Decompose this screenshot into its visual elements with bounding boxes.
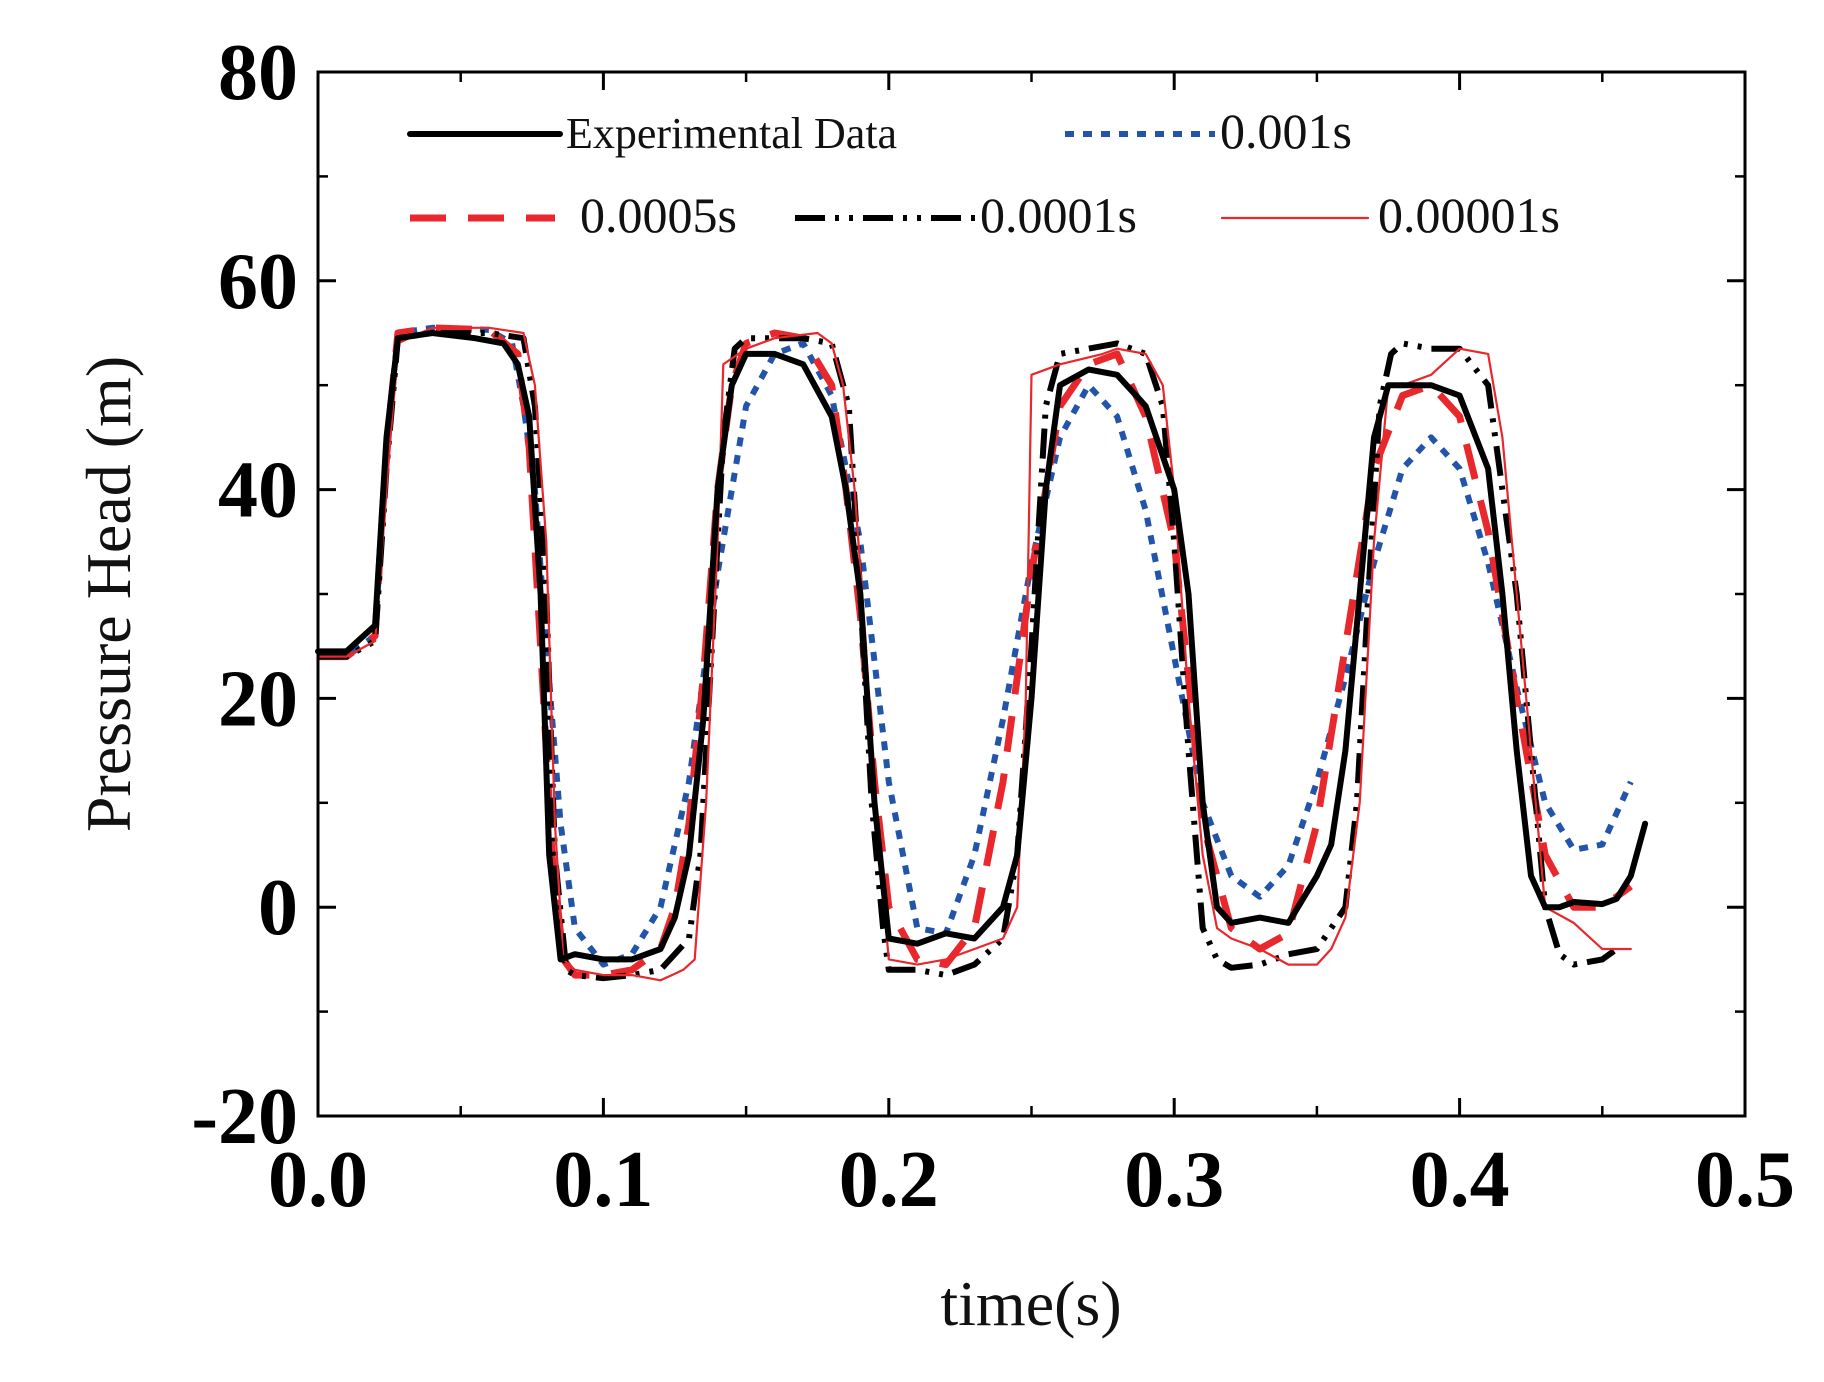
x-axis-label: time(s) — [940, 1268, 1121, 1339]
x-tick-label: 0.3 — [1124, 1136, 1224, 1224]
y-axis-label: Pressure Head (m) — [73, 356, 144, 832]
legend: Experimental Data 0.001s 0.0005s 0.0001s 0.0… — [407, 103, 1560, 243]
legend-label-2: 0.0005s — [580, 187, 737, 243]
y-tick-label: 20 — [218, 655, 298, 743]
x-tick-label: 0.1 — [553, 1136, 653, 1224]
y-tick-label: 60 — [218, 238, 298, 326]
y-tick-label: 80 — [218, 29, 298, 117]
y-tick-label: 40 — [218, 447, 298, 535]
y-tick-label: 0 — [258, 864, 298, 952]
x-tick-label: 0.5 — [1695, 1136, 1795, 1224]
legend-label-1: 0.001s — [1220, 103, 1352, 159]
series-layer — [315, 324, 1649, 982]
series-line-1 — [318, 324, 1634, 968]
series-line-0 — [315, 330, 1649, 963]
legend-label-0: Experimental Data — [566, 109, 897, 158]
x-tick-label: 0.4 — [1410, 1136, 1510, 1224]
x-tick-label: 0.2 — [839, 1136, 939, 1224]
ticks-layer — [316, 70, 1747, 1118]
x-tick-label: 0.0 — [268, 1136, 368, 1224]
legend-label-3: 0.0001s — [980, 187, 1137, 243]
y-tick-label: -20 — [191, 1073, 298, 1161]
legend-label-4: 0.00001s — [1378, 187, 1560, 243]
tick-labels-layer: 0.0 0.1 0.2 0.3 0.4 0.5 -20 0 20 40 60 80 — [191, 29, 1795, 1224]
